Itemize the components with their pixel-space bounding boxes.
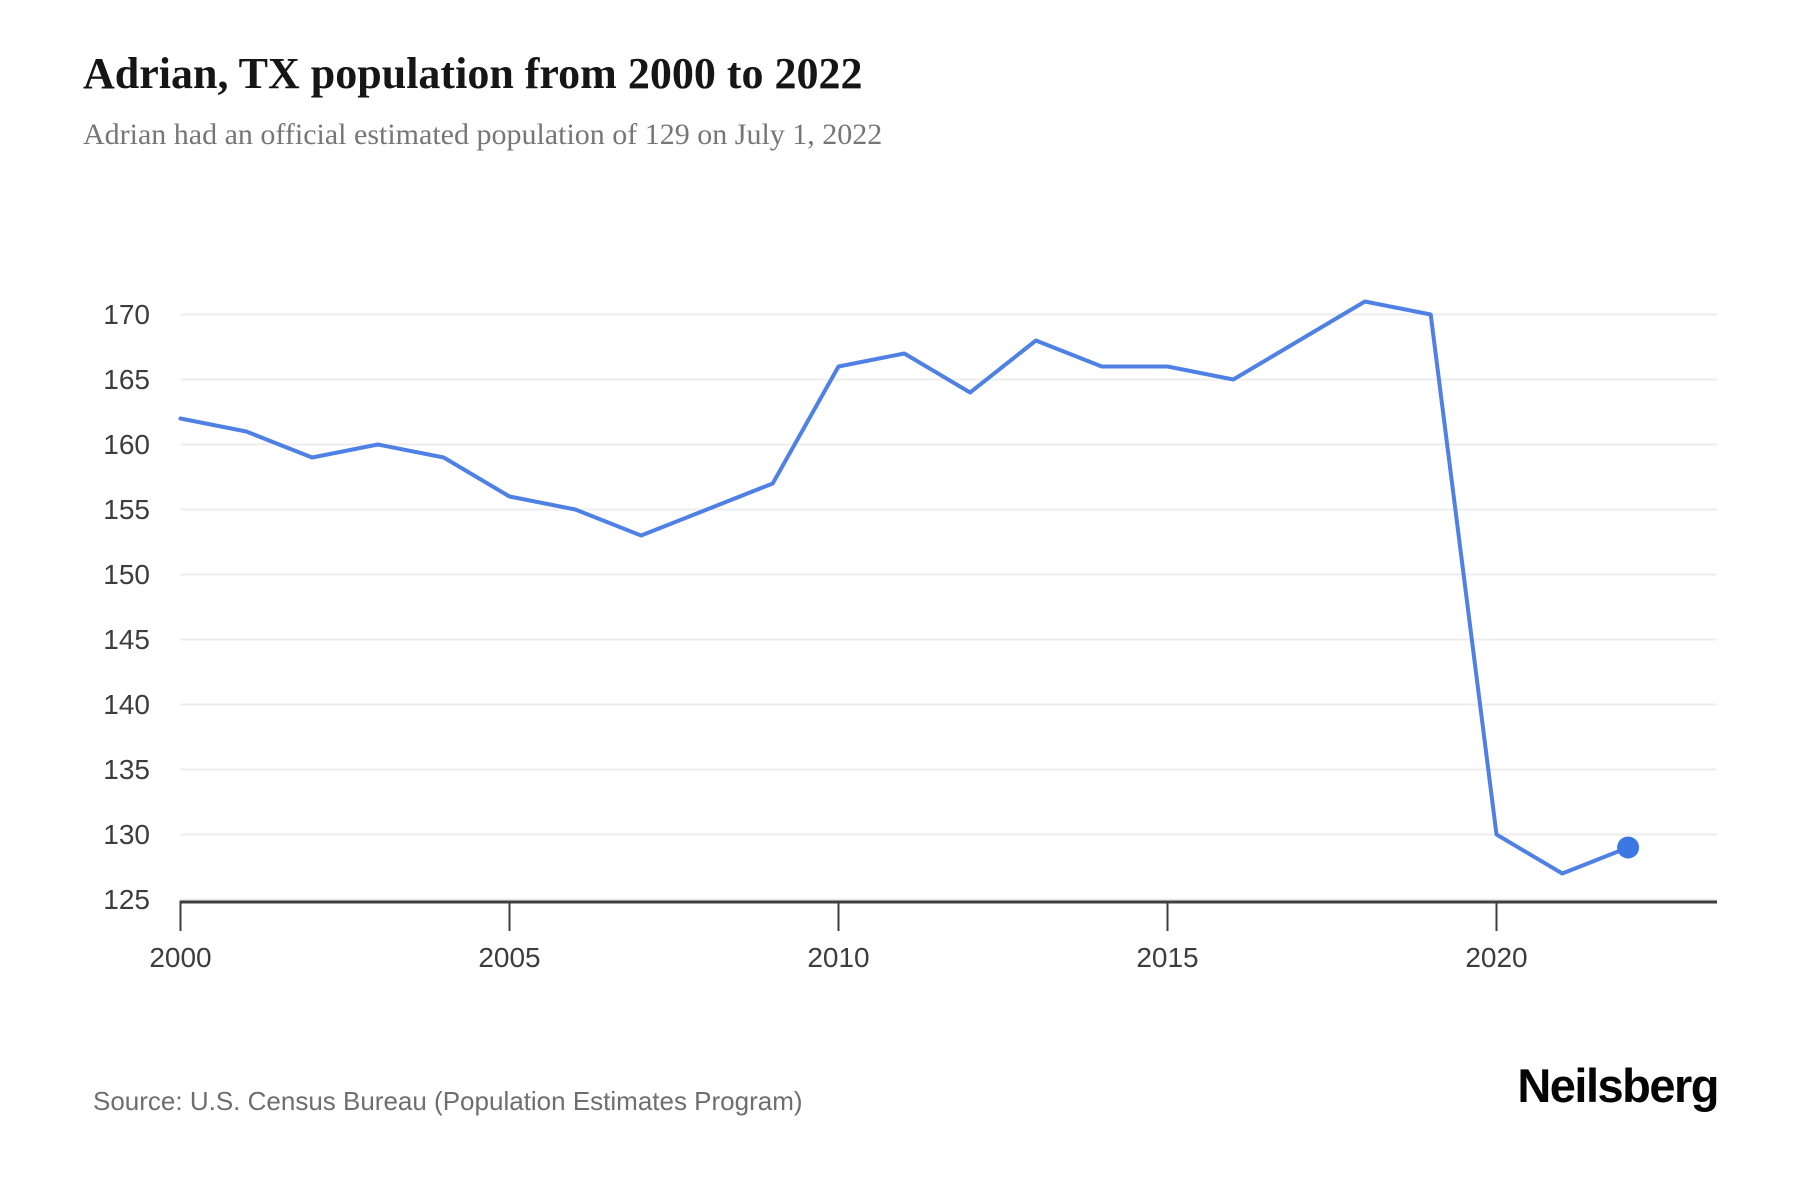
y-axis-tick-label: 140 (103, 689, 150, 720)
x-axis-tick-label: 2015 (1136, 942, 1198, 973)
page-subtitle: Adrian had an official estimated populat… (83, 118, 883, 151)
y-axis-tick-label: 145 (103, 624, 150, 655)
population-line-series (178, 299, 1631, 876)
x-axis-tick-label: 2020 (1465, 942, 1527, 973)
y-axis-tick-label: 160 (103, 429, 150, 460)
last-point-marker (1617, 836, 1640, 859)
x-axis-tick-label: 2010 (807, 942, 869, 973)
y-axis-tick-label: 165 (103, 364, 150, 395)
page-title: Adrian, TX population from 2000 to 2022 (83, 49, 863, 98)
y-axis-tick-label: 135 (103, 754, 150, 785)
neilsberg-logo: Neilsberg (1517, 1059, 1719, 1112)
y-axis-tick-label: 125 (103, 884, 150, 915)
x-axis-tick-label: 2000 (149, 942, 211, 973)
source-note: Source: U.S. Census Bureau (Population E… (93, 1086, 803, 1116)
y-axis-tick-label: 155 (103, 494, 150, 525)
x-axis-tick-label: 2005 (478, 942, 540, 973)
y-axis-tick-label: 170 (103, 299, 150, 330)
y-axis-tick-label: 150 (103, 559, 150, 590)
y-axis-tick-label: 130 (103, 819, 150, 850)
